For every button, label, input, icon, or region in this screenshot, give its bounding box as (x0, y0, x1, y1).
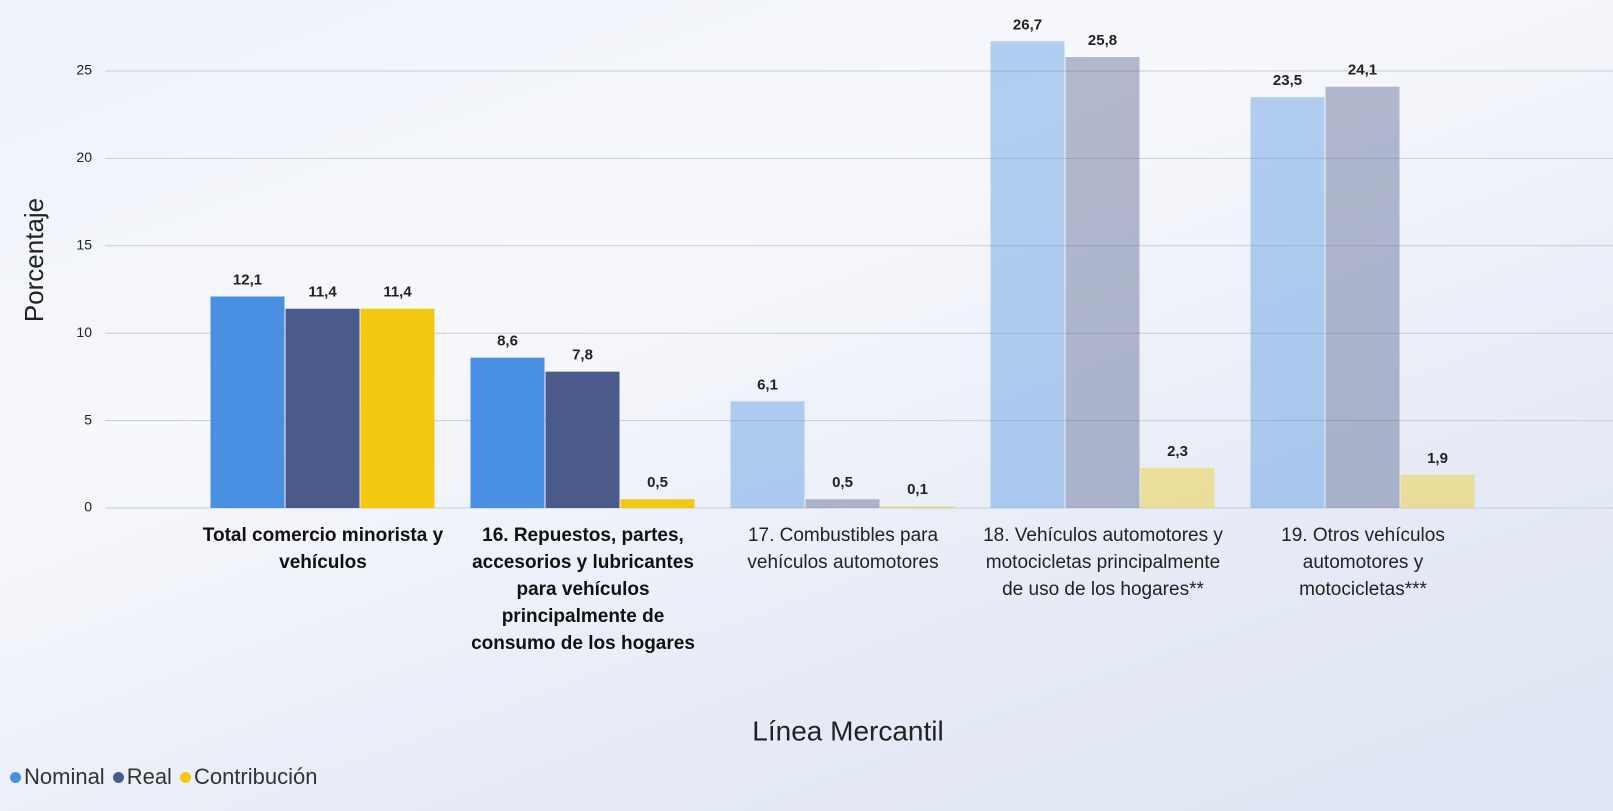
data-label: 0,5 (647, 474, 668, 491)
bar (730, 401, 805, 508)
bar (470, 357, 545, 508)
data-label: 26,7 (1013, 16, 1042, 33)
y-tick-label: 25 (76, 62, 92, 78)
y-tick-label: 10 (76, 324, 92, 340)
data-label: 23,5 (1273, 72, 1302, 89)
y-tick-label: 20 (76, 149, 92, 165)
bar (210, 296, 285, 508)
legend-swatch (10, 771, 21, 783)
legend-item: Nominal (10, 764, 105, 790)
data-label: 11,4 (308, 284, 337, 301)
bar (360, 308, 435, 508)
bar (1065, 57, 1140, 509)
bar (880, 506, 955, 508)
data-label: 1,9 (1427, 450, 1448, 467)
bar (545, 371, 620, 508)
data-label: 11,4 (383, 284, 412, 301)
legend-label: Nominal (24, 764, 105, 789)
legend-item: Contribución (179, 764, 318, 790)
y-axis-label: Porcentaje (19, 198, 49, 322)
legend-swatch (112, 771, 124, 783)
bar (1140, 467, 1215, 508)
data-label: 24,1 (1348, 62, 1377, 79)
bar (805, 499, 880, 508)
bar (990, 41, 1065, 509)
legend-label: Real (126, 764, 172, 789)
x-axis-label: Línea Mercantil (752, 715, 943, 746)
bar (285, 308, 360, 508)
y-tick-label: 0 (84, 499, 92, 515)
bar (620, 499, 695, 508)
data-label: 12,1 (233, 271, 262, 288)
y-tick-label: 5 (84, 411, 92, 427)
x-tick-label: 17. Combustibles para vehículos automoto… (747, 525, 939, 573)
legend: Nominal Real Contribución (10, 764, 317, 790)
x-tick-label: 18. Vehículos automotores y motocicletas… (983, 525, 1223, 600)
data-label: 25,8 (1088, 32, 1117, 49)
x-tick-label: 16. Repuestos, partes, accesorios y lubr… (471, 525, 695, 654)
x-tick-label: Total comercio minorista y vehículos (202, 525, 444, 573)
data-label: 0,5 (832, 474, 853, 491)
bar (1250, 97, 1325, 508)
legend-label: Contribución (193, 764, 318, 789)
data-label: 6,1 (757, 376, 778, 393)
legend-item: Real (112, 764, 172, 790)
bar (1325, 86, 1400, 509)
legend-swatch (179, 771, 191, 783)
x-tick-label: 19. Otros vehículos automotores y motoci… (1281, 525, 1445, 600)
data-label: 8,6 (497, 333, 518, 350)
bar (1400, 474, 1475, 508)
y-tick-label: 15 (76, 237, 92, 253)
data-label: 7,8 (572, 347, 593, 364)
data-label: 0,1 (907, 481, 928, 498)
data-label: 2,3 (1167, 443, 1188, 460)
